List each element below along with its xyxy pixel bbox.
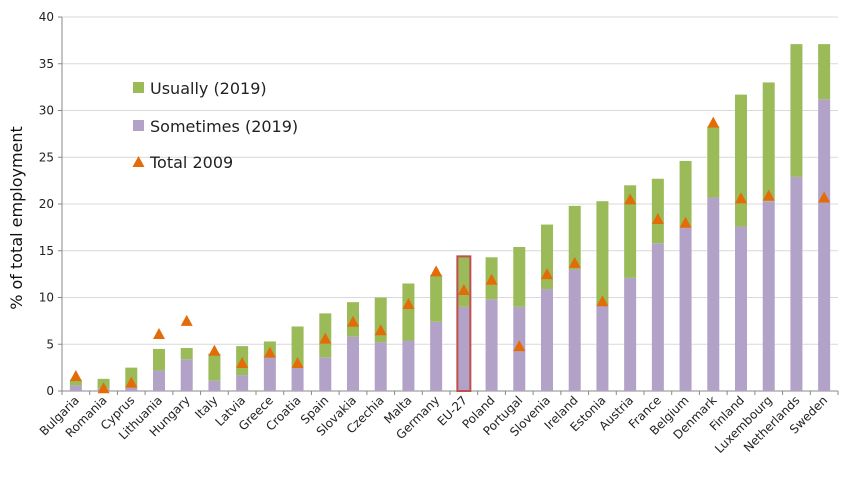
bar-usually xyxy=(402,283,415,341)
bar-usually xyxy=(180,347,193,360)
marker-total-2009 xyxy=(347,315,359,327)
y-tick-label: 5 xyxy=(46,337,54,351)
legend: Usually (2019) Sometimes (2019) Total 2009 xyxy=(132,79,298,172)
bar-sometimes xyxy=(208,380,221,391)
marker-total-2009 xyxy=(651,212,664,224)
bar-usually xyxy=(762,82,775,202)
bar-sometimes xyxy=(125,387,138,391)
bar-usually xyxy=(735,94,747,227)
bar-sometimes xyxy=(485,299,498,391)
marker-total-2009 xyxy=(624,193,637,205)
marker-total-2009 xyxy=(236,356,249,368)
marker-total-2009 xyxy=(762,189,775,201)
marker-total-2009 xyxy=(541,268,553,280)
marker-total-2009 xyxy=(69,370,82,382)
bar-usually xyxy=(818,44,831,100)
marker-total-2009 xyxy=(596,295,609,307)
bar-sometimes xyxy=(236,375,249,391)
marker-total-2009 xyxy=(319,332,332,344)
bar-usually xyxy=(541,224,553,290)
bar-usually xyxy=(208,353,221,381)
marker-total-2009 xyxy=(125,376,138,388)
marker-total-2009 xyxy=(374,324,387,336)
bar-usually xyxy=(513,247,526,307)
bar-usually xyxy=(651,178,664,244)
markers xyxy=(69,116,831,394)
marker-total-2009 xyxy=(568,256,581,268)
bar-sometimes xyxy=(153,370,165,391)
bar-sometimes xyxy=(430,321,443,391)
bar-sometimes xyxy=(291,366,304,391)
marker-total-2009 xyxy=(291,356,304,368)
y-axis-title: % of total employment xyxy=(7,126,26,310)
bar-sometimes xyxy=(762,201,775,391)
marker-total-2009 xyxy=(735,192,747,204)
bar-usually xyxy=(291,326,304,367)
y-tick-label: 30 xyxy=(39,104,54,118)
y-tick-label: 40 xyxy=(39,10,54,24)
y-tick-label: 35 xyxy=(39,57,54,71)
bar-sometimes xyxy=(69,385,82,391)
marker-total-2009 xyxy=(457,284,470,296)
highlight-outline xyxy=(456,255,472,392)
y-tick-label: 25 xyxy=(39,150,54,164)
marker-total-2009 xyxy=(485,273,498,285)
marker-total-2009 xyxy=(513,340,526,352)
y-axis: 0 5 10 15 20 25 30 35 40 xyxy=(39,10,63,398)
bar-sometimes xyxy=(263,357,276,391)
bar-sometimes xyxy=(818,99,831,391)
bar-sometimes xyxy=(457,306,470,391)
bar-sometimes xyxy=(624,277,637,391)
gridlines xyxy=(62,16,838,345)
marker-total-2009 xyxy=(430,265,443,277)
bar-sometimes xyxy=(679,226,692,391)
bar-usually xyxy=(624,185,637,278)
bar-sometimes xyxy=(596,304,609,391)
bar-sometimes xyxy=(541,289,553,391)
bars xyxy=(69,44,831,392)
marker-total-2009 xyxy=(263,346,276,358)
bar-sometimes xyxy=(180,359,193,391)
bar-sometimes xyxy=(402,340,415,391)
y-tick-label: 10 xyxy=(39,291,54,305)
legend-swatch xyxy=(132,156,145,167)
marker-total-2009 xyxy=(97,382,110,394)
bar-usually xyxy=(457,256,470,307)
bar-usually xyxy=(430,275,443,322)
bar-usually xyxy=(69,379,82,386)
marker-total-2009 xyxy=(818,191,831,203)
bar-usually xyxy=(596,201,609,305)
bar-sometimes xyxy=(347,336,359,391)
legend-label: Usually (2019) xyxy=(150,79,267,98)
legend-swatch xyxy=(133,82,144,93)
y-tick-label: 0 xyxy=(46,384,54,398)
bar-usually xyxy=(790,44,803,177)
bar-usually xyxy=(707,126,720,198)
marker-total-2009 xyxy=(679,216,692,228)
bar-sometimes xyxy=(735,226,747,391)
marker-total-2009 xyxy=(707,116,720,128)
bar-usually xyxy=(374,297,387,343)
bar-sometimes xyxy=(568,269,581,391)
bar-sometimes xyxy=(374,342,387,391)
bar-usually xyxy=(679,160,692,227)
bar-usually xyxy=(153,348,165,371)
bar-usually xyxy=(568,205,581,270)
legend-label: Sometimes (2019) xyxy=(150,117,298,136)
marker-total-2009 xyxy=(402,298,415,310)
legend-swatch xyxy=(133,120,144,131)
bar-sometimes xyxy=(651,243,664,391)
marker-total-2009 xyxy=(208,344,221,356)
bar-sometimes xyxy=(790,176,803,391)
bar-sometimes xyxy=(319,357,332,391)
y-tick-label: 15 xyxy=(39,244,54,258)
marker-total-2009 xyxy=(180,314,193,326)
y-tick-label: 20 xyxy=(39,197,54,211)
marker-total-2009 xyxy=(153,327,165,339)
bar-sometimes xyxy=(707,197,720,391)
legend-label: Total 2009 xyxy=(149,153,233,172)
